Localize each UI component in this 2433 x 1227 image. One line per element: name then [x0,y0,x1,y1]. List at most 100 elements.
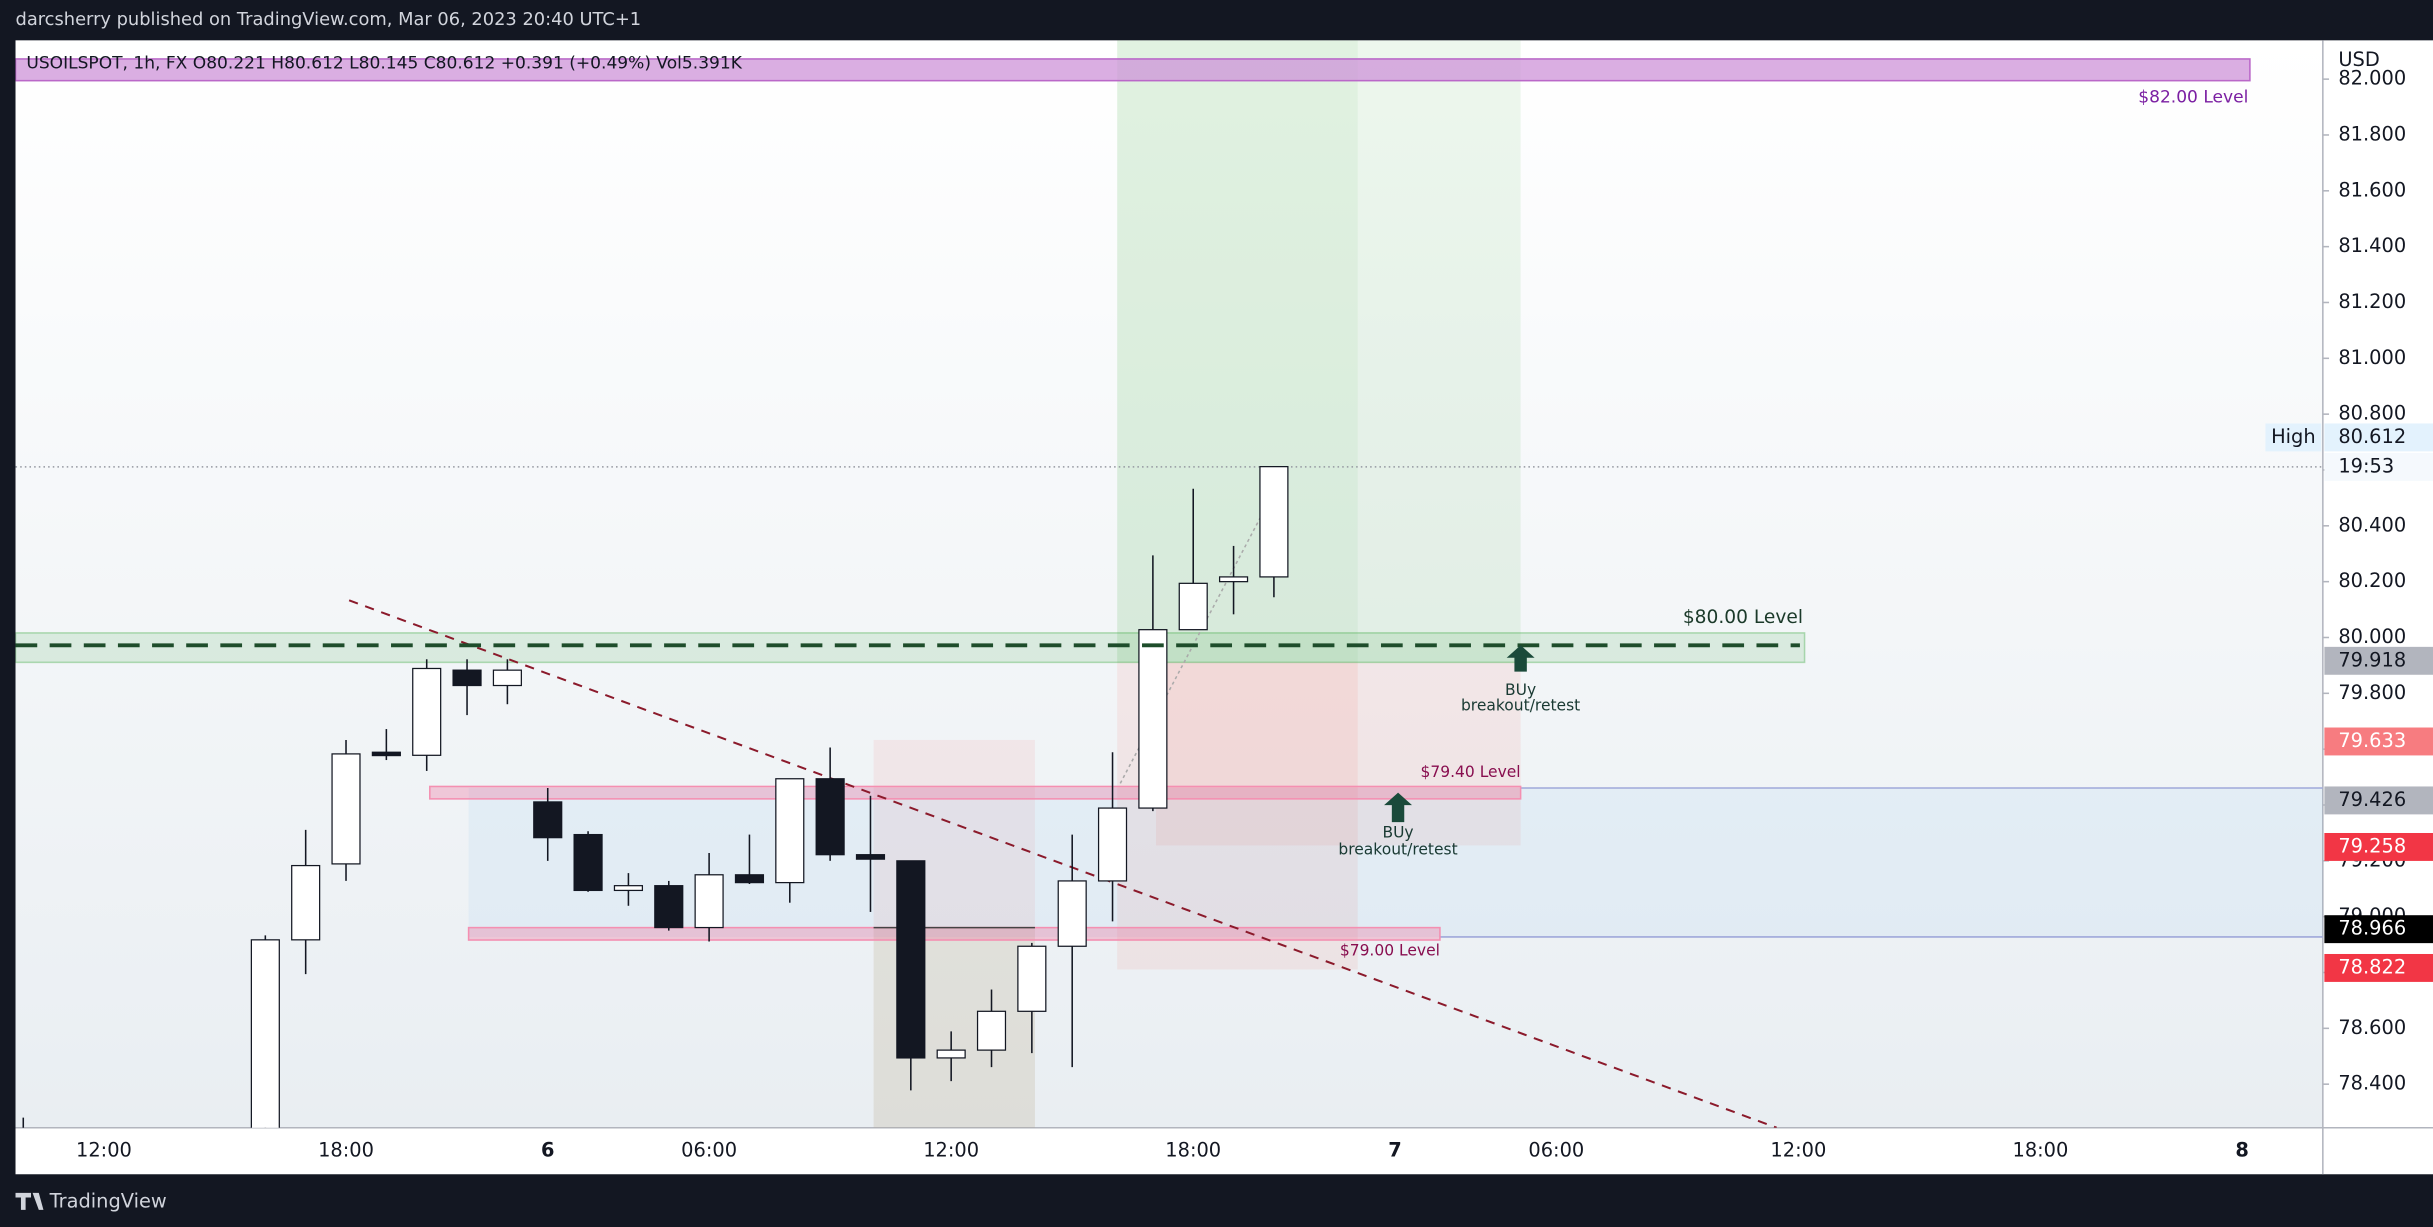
level-band [15,58,2251,82]
annotation: $82.00 Level [2138,88,2248,108]
badge-label: High [2271,425,2316,448]
badge-label: 79.258 [2338,834,2406,857]
candle-body [250,939,280,1128]
y-tick-label: 78.400 [2338,1072,2406,1095]
candle-body [734,874,765,884]
y-tick-label: 79.800 [2338,681,2406,704]
y-tick-label: 80.400 [2338,513,2406,536]
candle-body [1178,582,1208,631]
annotation: BUy [1382,823,1413,841]
x-tick-label: 06:00 [681,1138,737,1161]
annotation: breakout/retest [1461,696,1580,714]
candle-body [896,860,926,1059]
publisher: darcsherry published on TradingView.com,… [16,9,642,30]
badge [2265,423,2322,452]
candle-body [331,753,361,865]
x-axis: 12:00 18:00 6 06:00 12:00 18:00 7 06:00 12:00 18:… [76,1138,2249,1161]
level-band [15,632,1806,664]
y-tick-label: 78.600 [2338,1016,2406,1039]
candle-body [1097,807,1128,882]
candle-body [694,874,724,929]
y-tick-label: 80.000 [2338,625,2406,648]
candle-body [936,1049,966,1059]
candle-body [1017,945,1047,1012]
price-axis [2322,40,2433,1175]
candle-body [412,667,442,756]
candle-body [613,885,644,892]
badge [2324,832,2433,861]
candle-body [291,864,321,941]
candle-body [533,801,563,839]
y-tick-label: 81.200 [2338,290,2406,313]
plot-area [15,40,2323,1128]
x-tick-label: 8 [2235,1138,2248,1161]
drawings-top [15,643,1800,823]
annotation: $79.00 Level [1340,941,1440,959]
badge [2324,727,2433,756]
level-band [467,926,1441,941]
x-tick-label: 18:00 [318,1138,374,1161]
x-tick-label: 06:00 [1528,1138,1584,1161]
candle-body [452,669,482,687]
candle-body [1057,880,1087,947]
candle-body [976,1010,1007,1051]
arrow [1384,792,1413,823]
x-tick-label: 12:00 [76,1138,132,1161]
y-tick-label: 82.000 [2338,67,2406,90]
candle-body [1259,466,1289,578]
badge [2324,915,2433,944]
legend: USOILSPOT, 1h, FX O80.221 H80.612 L80.14… [26,54,742,74]
price-badges: High 80.612 19:53 79.918 79.633 79.426 7… [2265,423,2433,982]
y-tick-label: 81.400 [2338,234,2406,257]
badge-label: 78.966 [2338,917,2406,940]
candle-body [573,833,603,892]
trend-line [348,599,1777,1128]
currency: USD [2338,48,2379,71]
y-tick-label: 80.200 [2338,569,2406,592]
annotation: $79.40 Level [1421,763,1521,781]
stop-zone [1155,662,1521,846]
badge [2324,423,2433,452]
x-tick-label: 6 [541,1138,554,1161]
candle-body [492,669,522,687]
logo [15,1192,44,1210]
badge [2324,452,2433,481]
x-tick-label: 7 [1388,1138,1401,1161]
arrow [1506,645,1535,672]
candle-body [815,778,845,856]
target-zone [1117,40,1358,663]
candles [22,466,1289,1128]
badge-label: 79.918 [2338,648,2406,671]
candle-body [371,751,401,757]
badge-label: 79.426 [2338,788,2406,811]
annotation: BUy [1505,681,1536,699]
candle-body [855,854,886,860]
y-tick-label: 81.600 [2338,178,2406,201]
y-tick-label: 80.800 [2338,402,2406,425]
x-tick-label: 18:00 [2013,1138,2069,1161]
x-tick-label: 12:00 [923,1138,979,1161]
candle-body [654,885,684,929]
x-tick-label: 18:00 [1165,1138,1221,1161]
footer: TradingView [49,1190,167,1213]
y-tick-label: 81.800 [2338,122,2406,145]
badge [2324,646,2433,675]
candle-body [1218,576,1249,583]
badge [2324,953,2433,982]
badge-label: 78.822 [2338,955,2406,978]
target-zone [1357,40,1521,663]
annotation: breakout/retest [1338,841,1457,859]
candle-body [1138,629,1168,809]
annotation: $80.00 Level [1683,607,1803,628]
x-tick-label: 12:00 [1770,1138,1826,1161]
badge-label: 79.633 [2338,729,2406,752]
badge-label: 80.612 [2338,425,2406,448]
time-axis [15,1127,2323,1175]
badge [2324,786,2433,815]
candle-body [775,778,805,884]
y-tick-label: 81.000 [2338,346,2406,369]
level-band [429,785,1522,800]
badge-label: 19:53 [2338,454,2394,477]
